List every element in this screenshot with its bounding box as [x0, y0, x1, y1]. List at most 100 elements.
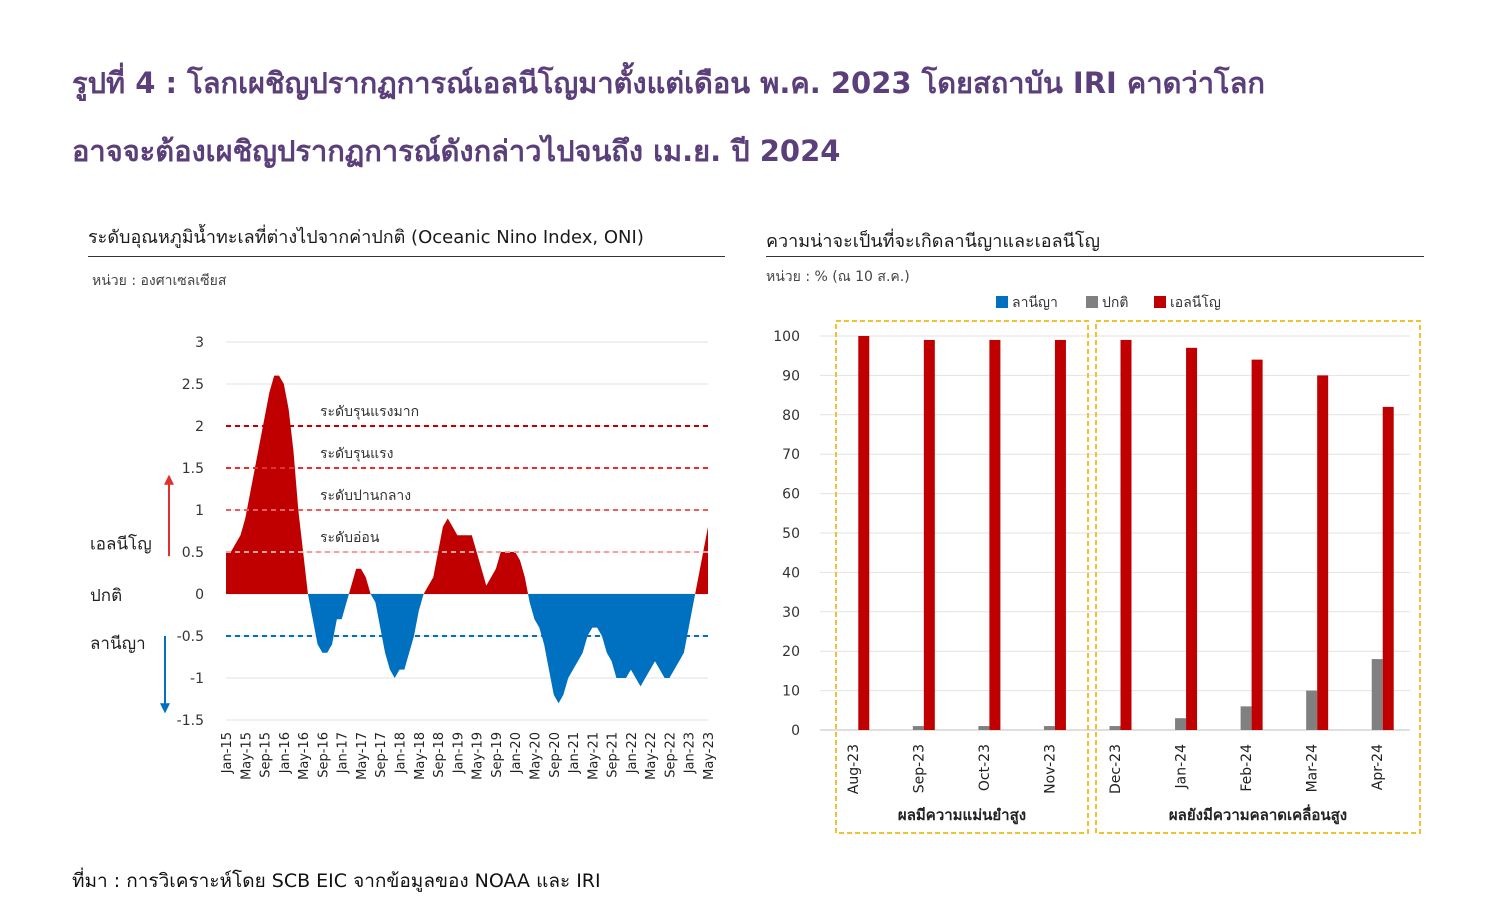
oni-xtick-label: May-23 — [702, 732, 717, 780]
oni-ytick-label: 1.5 — [182, 461, 204, 477]
figure-title-line-2: อาจจะต้องเผชิญปรากฏการณ์ดังกล่าวไปจนถึง … — [72, 134, 841, 168]
prob-ytick-label: 10 — [782, 684, 800, 700]
oni-xtick-label: Sep-20 — [548, 732, 563, 778]
probability-chart-title: ความน่าจะเป็นที่จะเกิดลานีญาและเอลนีโญ — [766, 231, 1100, 252]
prob-bar-1 — [1371, 659, 1383, 730]
legend-label: ลานีญา — [1012, 295, 1058, 311]
prob-bar-1 — [1306, 690, 1318, 730]
neutral-side-label: ปกติ — [90, 586, 122, 606]
group-frame-1 — [1095, 320, 1421, 834]
prob-xtick-label: Nov-23 — [1042, 744, 1058, 794]
oni-xtick-label: Jan-23 — [683, 732, 698, 774]
prob-xtick-label: Feb-24 — [1239, 744, 1255, 792]
oni-xtick-label: Sep-21 — [606, 732, 621, 778]
prob-bar-1 — [1240, 706, 1252, 730]
probability-unit-label: หน่วย : % (ณ 10 ส.ค.) — [766, 269, 910, 285]
prob-bar-2 — [1054, 339, 1066, 730]
prob-xtick-label: Dec-23 — [1108, 744, 1124, 794]
oni-xtick-label: Sep-18 — [432, 732, 447, 778]
figure-title-line-1: รูปที่ 4 : โลกเผชิญปรากฏการณ์เอลนีโญมาตั… — [72, 66, 1265, 100]
prob-bar-1 — [1043, 726, 1055, 730]
source-note: ที่มา : การวิเคราะห์โดย SCB EIC จากข้อมู… — [72, 870, 601, 892]
oni-xtick-label: May-20 — [528, 732, 543, 780]
legend-item-1: ปกติ — [1086, 295, 1128, 311]
oni-xtick-label: Jan-17 — [336, 732, 351, 774]
la-nina-side-label: ลานีญา — [90, 634, 146, 654]
legend-swatch — [1154, 296, 1166, 308]
oni-ytick-label: 2 — [195, 419, 204, 435]
probability-title-rule — [766, 256, 1424, 257]
oni-xtick-label: Jan-21 — [567, 732, 582, 774]
prob-ytick-label: 60 — [782, 487, 800, 503]
oni-ytick-label: -1.5 — [177, 713, 204, 729]
oni-ytick-label: 0 — [195, 587, 204, 603]
el-nino-side-label: เอลนีโญ — [90, 534, 152, 555]
oni-chart: 3 2.5 2 1.5 1 0.5 0 -0.5 -1 -1.5 ระดับรุนแรงมากระด… — [90, 335, 717, 780]
group-frame-0 — [835, 320, 1089, 834]
oni-threshold-label: ระดับรุนแรง — [320, 446, 394, 462]
oni-ytick-label: -1 — [190, 671, 204, 687]
prob-ytick-label: 100 — [773, 329, 800, 345]
prob-xtick-label: Mar-24 — [1305, 744, 1321, 792]
oni-ytick-label: 2.5 — [182, 377, 204, 393]
oni-xtick-label: Sep-15 — [259, 732, 274, 778]
prob-ytick-label: 80 — [782, 408, 800, 424]
legend-swatch — [996, 296, 1008, 308]
oni-title-rule — [88, 256, 725, 257]
oni-threshold-label: ระดับรุนแรงมาก — [320, 404, 419, 420]
la-nina-arrow-head — [160, 703, 170, 714]
prob-xtick-label: Oct-23 — [977, 744, 993, 791]
prob-ytick-label: 20 — [782, 644, 800, 660]
oni-xtick-label: May-16 — [297, 732, 312, 780]
oni-threshold-label: ระดับปานกลาง — [320, 488, 411, 504]
prob-bar-2 — [923, 339, 935, 730]
group-label-1: ผลยังมีความคลาดเคลื่อนสูง — [1169, 804, 1347, 825]
prob-xtick-label: Jan-24 — [1174, 744, 1190, 790]
oni-ytick-label: 0.5 — [182, 545, 204, 561]
oni-xtick-label: Jan-15 — [220, 732, 235, 774]
oni-xtick-label: Sep-22 — [663, 732, 678, 778]
prob-ytick-label: 40 — [782, 565, 800, 581]
oni-xtick-label: May-19 — [471, 732, 486, 780]
oni-xtick-label: May-22 — [644, 732, 659, 780]
prob-ytick-label: 0 — [791, 723, 800, 739]
oni-xtick-label: Sep-16 — [316, 732, 331, 778]
legend-label: เอลนีโญ — [1170, 294, 1221, 311]
prob-bar-2 — [1317, 375, 1329, 730]
prob-bar-2 — [1382, 406, 1394, 730]
prob-bar-2 — [1186, 347, 1198, 730]
oni-xtick-label: May-15 — [239, 732, 254, 780]
prob-bar-2 — [989, 339, 1001, 730]
prob-ytick-label: 50 — [782, 526, 800, 542]
legend-item-2: เอลนีโญ — [1154, 294, 1221, 311]
prob-bar-1 — [1175, 718, 1187, 730]
probability-chart: ลานีญา ปกติ เอลนีโญ1009080706050403020100A… — [773, 294, 1421, 834]
oni-xtick-label: Jan-22 — [625, 732, 640, 774]
oni-xtick-label: Jan-20 — [509, 732, 524, 774]
prob-ytick-label: 30 — [782, 605, 800, 621]
prob-bar-1 — [978, 726, 990, 730]
oni-xtick-label: May-17 — [355, 732, 370, 780]
oni-threshold-label: ระดับอ่อน — [320, 530, 380, 546]
oni-xtick-label: Jan-18 — [394, 732, 409, 774]
legend-swatch — [1086, 296, 1098, 308]
oni-chart-title: ระดับอุณหภูมิน้ำทะเลที่ต่างไปจากค่าปกติ … — [88, 227, 644, 248]
prob-xtick-label: Apr-24 — [1370, 744, 1386, 790]
oni-xtick-label: Jan-19 — [451, 732, 466, 774]
prob-bar-1 — [912, 726, 924, 730]
prob-bar-2 — [1120, 339, 1132, 730]
oni-xtick-label: Sep-17 — [374, 732, 389, 778]
oni-unit-label: หน่วย : องศาเซลเซียส — [92, 273, 227, 289]
oni-ytick-label: 3 — [195, 335, 204, 351]
legend-item-0: ลานีญา — [996, 295, 1058, 311]
prob-ytick-label: 70 — [782, 447, 800, 463]
legend-label: ปกติ — [1102, 295, 1128, 311]
oni-el-nino-area — [226, 375, 708, 594]
prob-bar-2 — [1251, 359, 1263, 730]
prob-ytick-label: 90 — [782, 368, 800, 384]
oni-xtick-label: Sep-19 — [490, 732, 505, 778]
prob-xtick-label: Sep-23 — [911, 744, 927, 793]
oni-ytick-label: 1 — [195, 503, 204, 519]
oni-xtick-label: May-21 — [586, 732, 601, 780]
prob-bar-1 — [1109, 726, 1121, 730]
